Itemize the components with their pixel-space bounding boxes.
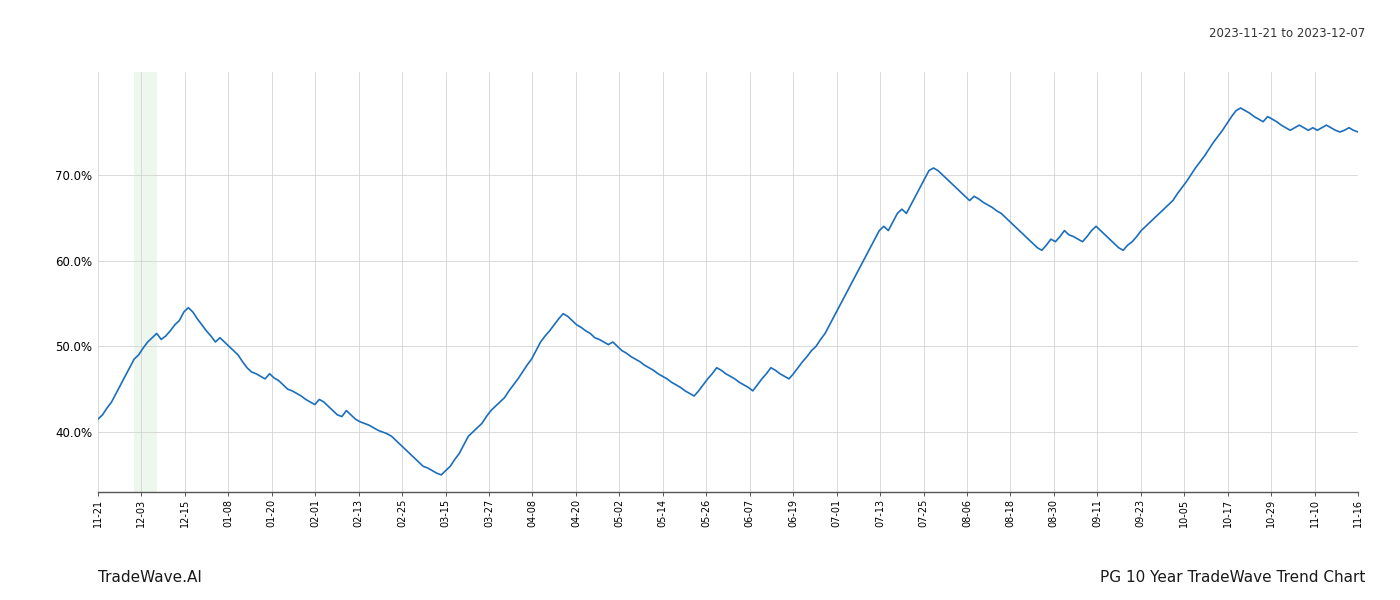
Text: TradeWave.AI: TradeWave.AI (98, 570, 202, 585)
Bar (134, 72, 157, 492)
Text: PG 10 Year TradeWave Trend Chart: PG 10 Year TradeWave Trend Chart (1099, 570, 1365, 585)
Text: 2023-11-21 to 2023-12-07: 2023-11-21 to 2023-12-07 (1208, 27, 1365, 40)
